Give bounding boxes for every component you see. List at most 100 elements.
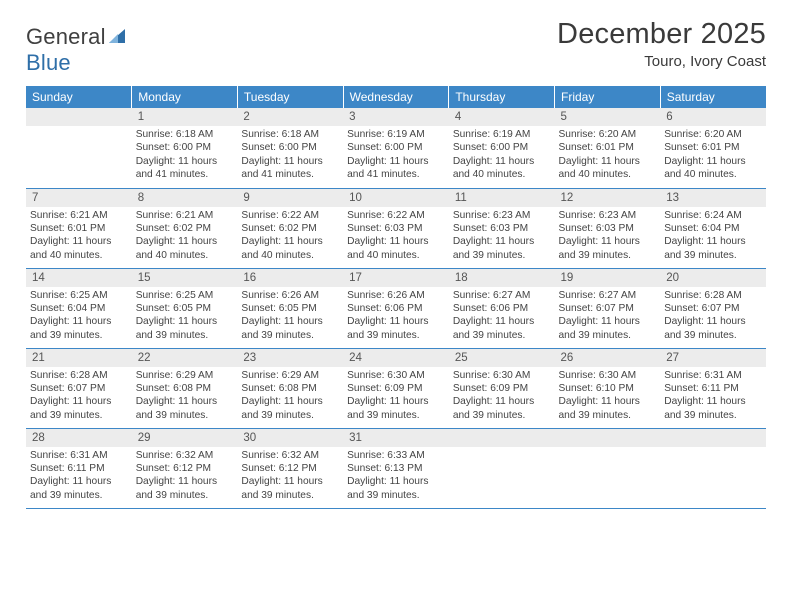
sunrise-line: Sunrise: 6:23 AM	[559, 209, 657, 222]
day-number: 10	[343, 189, 449, 207]
sunset-line: Sunset: 6:07 PM	[664, 302, 762, 315]
calendar-cell: 24Sunrise: 6:30 AMSunset: 6:09 PMDayligh…	[343, 348, 449, 428]
sunset-line: Sunset: 6:00 PM	[453, 141, 551, 154]
day-number: 28	[26, 429, 132, 447]
calendar-week-row: 21Sunrise: 6:28 AMSunset: 6:07 PMDayligh…	[26, 348, 766, 428]
sunset-line: Sunset: 6:00 PM	[136, 141, 234, 154]
calendar-cell: 1Sunrise: 6:18 AMSunset: 6:00 PMDaylight…	[132, 108, 238, 188]
day-number	[26, 108, 132, 126]
logo: General Blue	[26, 18, 126, 76]
sunset-line: Sunset: 6:02 PM	[241, 222, 339, 235]
sunrise-line: Sunrise: 6:33 AM	[347, 449, 445, 462]
daylight-line: Daylight: 11 hours and 40 minutes.	[664, 155, 762, 182]
day-number	[660, 429, 766, 447]
day-header: Wednesday	[343, 86, 449, 108]
daylight-line: Daylight: 11 hours and 39 minutes.	[241, 475, 339, 502]
daylight-line: Daylight: 11 hours and 39 minutes.	[559, 235, 657, 262]
day-details: Sunrise: 6:24 AMSunset: 6:04 PMDaylight:…	[660, 207, 766, 267]
day-details: Sunrise: 6:30 AMSunset: 6:09 PMDaylight:…	[343, 367, 449, 427]
sunset-line: Sunset: 6:09 PM	[347, 382, 445, 395]
day-details: Sunrise: 6:20 AMSunset: 6:01 PMDaylight:…	[660, 126, 766, 186]
day-number: 24	[343, 349, 449, 367]
calendar-cell	[555, 428, 661, 508]
calendar-cell: 25Sunrise: 6:30 AMSunset: 6:09 PMDayligh…	[449, 348, 555, 428]
day-number: 16	[237, 269, 343, 287]
calendar-cell: 8Sunrise: 6:21 AMSunset: 6:02 PMDaylight…	[132, 188, 238, 268]
day-details: Sunrise: 6:22 AMSunset: 6:03 PMDaylight:…	[343, 207, 449, 267]
sunset-line: Sunset: 6:03 PM	[453, 222, 551, 235]
sunrise-line: Sunrise: 6:20 AM	[559, 128, 657, 141]
day-number: 18	[449, 269, 555, 287]
sunset-line: Sunset: 6:10 PM	[559, 382, 657, 395]
sunrise-line: Sunrise: 6:22 AM	[347, 209, 445, 222]
logo-text: General Blue	[26, 24, 126, 76]
sunrise-line: Sunrise: 6:29 AM	[136, 369, 234, 382]
day-number: 23	[237, 349, 343, 367]
sunrise-line: Sunrise: 6:30 AM	[559, 369, 657, 382]
sunset-line: Sunset: 6:05 PM	[136, 302, 234, 315]
sunrise-line: Sunrise: 6:21 AM	[30, 209, 128, 222]
sunset-line: Sunset: 6:08 PM	[136, 382, 234, 395]
daylight-line: Daylight: 11 hours and 40 minutes.	[559, 155, 657, 182]
sunrise-line: Sunrise: 6:26 AM	[241, 289, 339, 302]
day-number: 22	[132, 349, 238, 367]
calendar-cell: 11Sunrise: 6:23 AMSunset: 6:03 PMDayligh…	[449, 188, 555, 268]
day-number: 25	[449, 349, 555, 367]
day-number: 15	[132, 269, 238, 287]
sunset-line: Sunset: 6:04 PM	[30, 302, 128, 315]
sunrise-line: Sunrise: 6:19 AM	[453, 128, 551, 141]
day-number: 30	[237, 429, 343, 447]
daylight-line: Daylight: 11 hours and 39 minutes.	[347, 395, 445, 422]
sunrise-line: Sunrise: 6:30 AM	[347, 369, 445, 382]
daylight-line: Daylight: 11 hours and 39 minutes.	[453, 395, 551, 422]
sunrise-line: Sunrise: 6:27 AM	[453, 289, 551, 302]
calendar-cell: 13Sunrise: 6:24 AMSunset: 6:04 PMDayligh…	[660, 188, 766, 268]
day-number: 17	[343, 269, 449, 287]
daylight-line: Daylight: 11 hours and 39 minutes.	[453, 235, 551, 262]
sunrise-line: Sunrise: 6:21 AM	[136, 209, 234, 222]
sunset-line: Sunset: 6:12 PM	[136, 462, 234, 475]
calendar-cell: 5Sunrise: 6:20 AMSunset: 6:01 PMDaylight…	[555, 108, 661, 188]
sunset-line: Sunset: 6:05 PM	[241, 302, 339, 315]
sunset-line: Sunset: 6:00 PM	[241, 141, 339, 154]
day-details: Sunrise: 6:27 AMSunset: 6:07 PMDaylight:…	[555, 287, 661, 347]
calendar-cell: 14Sunrise: 6:25 AMSunset: 6:04 PMDayligh…	[26, 268, 132, 348]
sunset-line: Sunset: 6:04 PM	[664, 222, 762, 235]
daylight-line: Daylight: 11 hours and 39 minutes.	[664, 395, 762, 422]
page-subtitle: Touro, Ivory Coast	[557, 53, 766, 70]
day-number: 2	[237, 108, 343, 126]
calendar-week-row: 14Sunrise: 6:25 AMSunset: 6:04 PMDayligh…	[26, 268, 766, 348]
calendar-cell: 9Sunrise: 6:22 AMSunset: 6:02 PMDaylight…	[237, 188, 343, 268]
sunrise-line: Sunrise: 6:25 AM	[136, 289, 234, 302]
sunrise-line: Sunrise: 6:30 AM	[453, 369, 551, 382]
day-details: Sunrise: 6:27 AMSunset: 6:06 PMDaylight:…	[449, 287, 555, 347]
calendar-week-row: 1Sunrise: 6:18 AMSunset: 6:00 PMDaylight…	[26, 108, 766, 188]
daylight-line: Daylight: 11 hours and 40 minutes.	[241, 235, 339, 262]
calendar-cell: 26Sunrise: 6:30 AMSunset: 6:10 PMDayligh…	[555, 348, 661, 428]
sunset-line: Sunset: 6:11 PM	[30, 462, 128, 475]
day-header: Thursday	[449, 86, 555, 108]
daylight-line: Daylight: 11 hours and 39 minutes.	[453, 315, 551, 342]
sunset-line: Sunset: 6:06 PM	[347, 302, 445, 315]
day-header: Tuesday	[237, 86, 343, 108]
sunrise-line: Sunrise: 6:27 AM	[559, 289, 657, 302]
day-header: Friday	[555, 86, 661, 108]
day-number: 19	[555, 269, 661, 287]
day-number: 20	[660, 269, 766, 287]
sunset-line: Sunset: 6:12 PM	[241, 462, 339, 475]
day-number: 13	[660, 189, 766, 207]
calendar-cell: 17Sunrise: 6:26 AMSunset: 6:06 PMDayligh…	[343, 268, 449, 348]
sunrise-line: Sunrise: 6:20 AM	[664, 128, 762, 141]
sunset-line: Sunset: 6:01 PM	[664, 141, 762, 154]
day-details: Sunrise: 6:21 AMSunset: 6:01 PMDaylight:…	[26, 207, 132, 267]
calendar-cell: 4Sunrise: 6:19 AMSunset: 6:00 PMDaylight…	[449, 108, 555, 188]
day-number: 31	[343, 429, 449, 447]
day-number	[555, 429, 661, 447]
sunrise-line: Sunrise: 6:24 AM	[664, 209, 762, 222]
logo-text-general: General	[26, 24, 106, 49]
calendar-cell: 2Sunrise: 6:18 AMSunset: 6:00 PMDaylight…	[237, 108, 343, 188]
daylight-line: Daylight: 11 hours and 40 minutes.	[453, 155, 551, 182]
calendar-cell: 15Sunrise: 6:25 AMSunset: 6:05 PMDayligh…	[132, 268, 238, 348]
sunset-line: Sunset: 6:02 PM	[136, 222, 234, 235]
daylight-line: Daylight: 11 hours and 39 minutes.	[347, 315, 445, 342]
